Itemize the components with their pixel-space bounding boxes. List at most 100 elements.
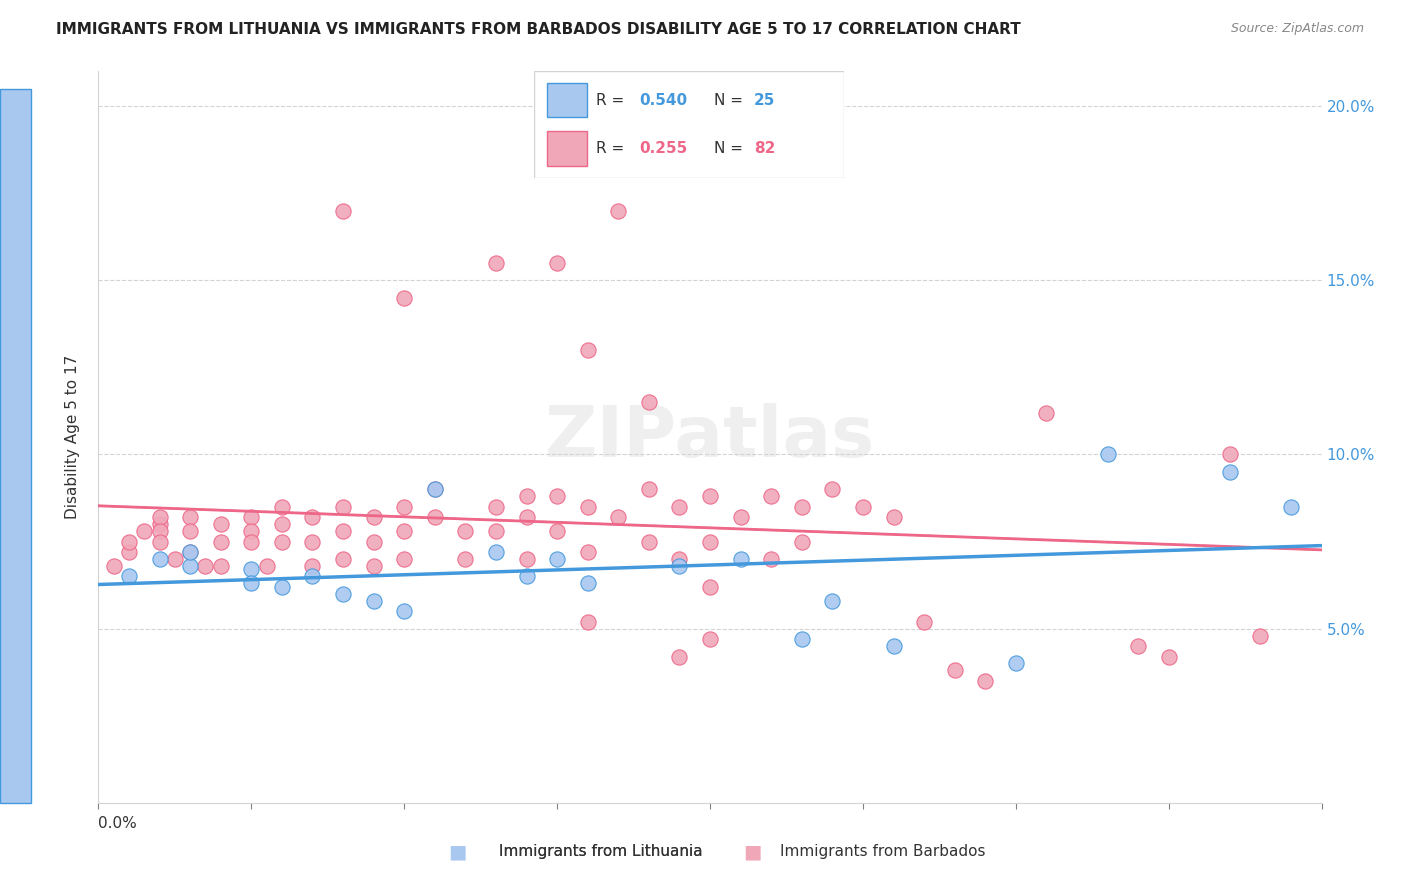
Text: Immigrants from Barbados: Immigrants from Barbados: [780, 845, 986, 859]
Point: [270, 580, 294, 594]
Point: [485, 500, 508, 514]
Point: [332, 524, 354, 538]
Point: [103, 558, 125, 573]
Point: [759, 552, 782, 566]
Point: [821, 594, 844, 608]
Point: [423, 510, 446, 524]
Point: [363, 510, 385, 524]
Point: [1097, 448, 1119, 462]
Point: [240, 562, 263, 576]
Point: [1279, 500, 1302, 514]
Point: [270, 517, 294, 532]
Point: [301, 558, 323, 573]
Point: [209, 558, 232, 573]
Point: [1249, 629, 1271, 643]
Point: [546, 256, 568, 270]
Point: [576, 343, 599, 357]
Point: [637, 395, 661, 409]
Point: [423, 483, 446, 497]
Point: [1128, 639, 1150, 653]
Point: [163, 552, 186, 566]
Point: [699, 489, 721, 503]
Point: [668, 558, 690, 573]
Point: [912, 615, 935, 629]
Text: 25: 25: [754, 93, 775, 108]
Text: ■: ■: [447, 842, 467, 862]
Point: [149, 534, 172, 549]
Point: [699, 580, 721, 594]
Point: [118, 545, 141, 559]
Point: [149, 510, 172, 524]
Point: [240, 510, 263, 524]
Point: [974, 673, 997, 688]
Point: [179, 545, 201, 559]
Point: [576, 545, 599, 559]
Point: [454, 552, 477, 566]
Point: [1219, 465, 1241, 479]
Point: [516, 510, 538, 524]
Text: 82: 82: [754, 141, 775, 156]
Point: [546, 524, 568, 538]
Point: [118, 534, 141, 549]
Point: [301, 569, 323, 583]
Text: Immigrants from Lithuania: Immigrants from Lithuania: [499, 845, 703, 859]
Point: [392, 500, 416, 514]
Point: [576, 615, 599, 629]
Point: [852, 500, 875, 514]
Point: [546, 489, 568, 503]
Point: [363, 558, 385, 573]
Point: [1035, 406, 1057, 420]
Point: [485, 256, 508, 270]
Text: Source: ZipAtlas.com: Source: ZipAtlas.com: [1230, 22, 1364, 36]
Point: [790, 500, 813, 514]
Point: [332, 587, 354, 601]
Y-axis label: Disability Age 5 to 17: Disability Age 5 to 17: [65, 355, 80, 519]
Point: [790, 534, 813, 549]
Point: [149, 524, 172, 538]
Point: [270, 500, 294, 514]
Point: [516, 552, 538, 566]
Point: [516, 489, 538, 503]
Point: [363, 594, 385, 608]
Point: [1004, 657, 1026, 671]
Point: [730, 510, 752, 524]
Point: [576, 576, 599, 591]
Point: [668, 500, 690, 514]
Point: [240, 534, 263, 549]
Point: [194, 558, 217, 573]
Point: [332, 552, 354, 566]
Text: N =: N =: [714, 141, 748, 156]
Point: [423, 483, 446, 497]
Point: [821, 483, 844, 497]
Point: [607, 510, 630, 524]
Point: [730, 552, 752, 566]
Point: [301, 534, 323, 549]
Point: [240, 576, 263, 591]
Point: [301, 510, 323, 524]
Text: R =: R =: [596, 93, 630, 108]
Point: [883, 510, 905, 524]
Point: [240, 524, 263, 538]
Point: [943, 664, 966, 678]
Point: [759, 489, 782, 503]
Point: [179, 545, 201, 559]
Point: [392, 291, 416, 305]
Text: 0.0%: 0.0%: [98, 816, 138, 831]
Point: [118, 569, 141, 583]
Point: [1157, 649, 1180, 664]
Point: [209, 534, 232, 549]
Point: [179, 524, 201, 538]
Point: [1219, 448, 1241, 462]
Point: [332, 500, 354, 514]
Point: [363, 534, 385, 549]
Point: [134, 524, 156, 538]
Text: ZIPatlas: ZIPatlas: [546, 402, 875, 472]
Point: [270, 534, 294, 549]
FancyBboxPatch shape: [534, 71, 844, 178]
Point: [516, 569, 538, 583]
Point: [637, 534, 661, 549]
Point: [576, 500, 599, 514]
Point: [392, 524, 416, 538]
Point: [485, 545, 508, 559]
Point: [637, 483, 661, 497]
